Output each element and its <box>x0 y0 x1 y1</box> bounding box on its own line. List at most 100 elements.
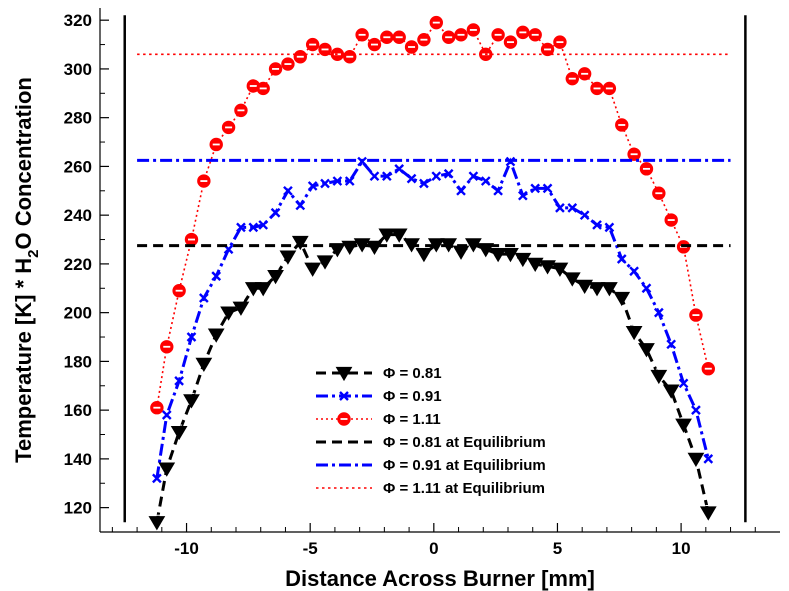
data-point <box>502 248 519 263</box>
data-point <box>381 171 392 182</box>
data-point <box>493 185 503 196</box>
legend-label: Φ = 0.81 <box>383 365 442 382</box>
data-point <box>339 391 349 401</box>
legend-item: Φ = 0.91 <box>316 388 442 405</box>
data-point <box>517 190 528 201</box>
data-point <box>662 384 680 399</box>
legend-label: Φ = 1.11 <box>383 411 441 428</box>
data-point <box>526 257 544 273</box>
data-point <box>489 248 507 263</box>
data-point <box>394 164 405 174</box>
data-point <box>291 235 309 251</box>
data-point <box>270 207 281 218</box>
data-point <box>415 248 433 263</box>
data-point <box>161 410 172 420</box>
data-point <box>341 240 359 255</box>
legend-label: Φ = 1.11 at Equilibrium <box>383 480 545 497</box>
data-point <box>616 254 627 264</box>
data-point <box>650 369 668 385</box>
data-point <box>678 378 689 389</box>
data-point <box>232 301 250 316</box>
x-tick-label: -10 <box>174 539 199 558</box>
legend: Φ = 0.81 Φ = 0.91 Φ = 1.11 Φ = 0.81 at Equi… <box>316 365 546 497</box>
data-point <box>170 425 188 441</box>
data-point <box>563 272 581 287</box>
data-point <box>468 171 479 182</box>
data-point <box>542 183 553 194</box>
data-point <box>152 473 162 484</box>
data-point <box>551 262 569 277</box>
data-point <box>601 282 618 297</box>
y-axis-title-part: Temperature [K] * H <box>11 258 36 463</box>
data-point <box>641 283 652 294</box>
y-tick-label: 180 <box>64 352 92 371</box>
data-point <box>406 173 417 184</box>
data-point <box>691 405 701 415</box>
data-point <box>530 183 541 194</box>
data-point <box>267 269 284 285</box>
legend-item: Φ = 0.81 <box>316 365 442 382</box>
legend-label: Φ = 0.91 <box>383 388 442 405</box>
data-point <box>254 282 272 297</box>
data-point <box>344 176 355 186</box>
y-tick-label: 200 <box>64 304 92 323</box>
legend-item: Φ = 0.81 at Equilibrium <box>316 434 546 451</box>
x-axis-title: Distance Across Burner [mm] <box>285 566 595 591</box>
data-point <box>258 220 269 230</box>
y-tick-label: 280 <box>64 109 92 128</box>
y-axis-title-part: O Concentration <box>11 77 36 249</box>
data-point <box>390 228 408 243</box>
y-axis-title: Temperature [K] * H2O Concentration <box>11 77 42 463</box>
data-point <box>567 203 578 213</box>
y-tick-label: 220 <box>64 255 92 274</box>
y-tick-label: 320 <box>64 11 92 30</box>
data-point <box>332 176 343 186</box>
data-point <box>369 171 380 182</box>
series-line <box>155 157 710 479</box>
data-point <box>443 168 454 179</box>
data-point <box>514 252 532 268</box>
data-point <box>320 178 330 189</box>
y-tick-label: 260 <box>64 157 92 176</box>
data-point <box>195 357 213 372</box>
x-tick-label: 0 <box>429 539 438 558</box>
data-point <box>236 222 246 233</box>
data-point <box>703 454 714 464</box>
data-point <box>335 366 353 382</box>
data-point <box>283 185 293 196</box>
y-tick-label: 160 <box>64 401 92 420</box>
data-point <box>638 343 655 358</box>
data-point <box>295 200 306 211</box>
x-tick-label: 10 <box>672 539 691 558</box>
data-point <box>316 255 334 270</box>
y-tick-label: 140 <box>64 450 92 469</box>
y-axis-title-subscript: 2 <box>25 250 42 258</box>
data-point <box>304 262 322 277</box>
axes: -10 -5 0 5 10 120 140 160 180 200 220 240 260 280 300 3… <box>64 8 780 558</box>
data-point <box>279 250 297 265</box>
data-point <box>666 339 677 350</box>
data-point <box>220 306 237 321</box>
y-tick-label: 120 <box>64 499 92 518</box>
x-tick-label: -5 <box>303 539 318 558</box>
data-point <box>579 210 590 221</box>
series-000000 <box>148 227 717 531</box>
data-point <box>555 203 565 213</box>
data-point <box>452 245 470 260</box>
data-point <box>199 293 209 303</box>
data-point <box>186 332 197 342</box>
legend-item: Φ = 1.11 at Equilibrium <box>316 480 545 497</box>
data-point <box>675 418 692 433</box>
data-point <box>419 178 429 189</box>
burner-boundary-lines <box>123 15 747 523</box>
legend-item: Φ = 0.91 at Equilibrium <box>316 457 546 474</box>
data-point <box>604 222 615 233</box>
y-tick-label: 300 <box>64 60 92 79</box>
data-point <box>248 222 259 233</box>
legend-item: Φ = 1.11 <box>316 411 441 428</box>
data-point <box>211 271 222 281</box>
data-point <box>158 462 176 477</box>
data-point <box>539 260 556 275</box>
data-point <box>629 266 639 277</box>
legend-label: Φ = 0.81 at Equilibrium <box>383 434 546 451</box>
